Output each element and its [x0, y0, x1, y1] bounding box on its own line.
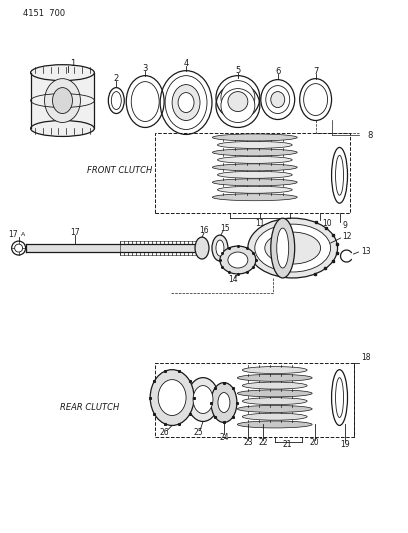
- Text: 17: 17: [71, 228, 80, 237]
- Ellipse shape: [150, 370, 194, 425]
- Ellipse shape: [158, 379, 186, 416]
- Ellipse shape: [237, 390, 312, 397]
- Ellipse shape: [228, 92, 248, 111]
- Ellipse shape: [228, 252, 248, 268]
- Ellipse shape: [265, 232, 321, 264]
- Ellipse shape: [187, 377, 219, 422]
- Text: 21: 21: [283, 440, 293, 449]
- Text: 13: 13: [361, 247, 371, 255]
- Text: 3: 3: [142, 64, 148, 73]
- Ellipse shape: [217, 156, 292, 163]
- Ellipse shape: [111, 92, 121, 110]
- Circle shape: [15, 244, 22, 252]
- Ellipse shape: [242, 367, 307, 374]
- Ellipse shape: [31, 120, 94, 136]
- Bar: [26, 244, 200, 252]
- Ellipse shape: [221, 80, 255, 115]
- Ellipse shape: [242, 382, 307, 389]
- Text: 1: 1: [71, 59, 76, 68]
- Ellipse shape: [178, 93, 194, 112]
- Ellipse shape: [44, 79, 80, 123]
- Text: 22: 22: [258, 438, 268, 447]
- Ellipse shape: [218, 393, 230, 413]
- Text: 7: 7: [313, 67, 318, 76]
- Ellipse shape: [332, 148, 348, 203]
- Text: 23: 23: [243, 438, 253, 447]
- Ellipse shape: [221, 88, 255, 123]
- Ellipse shape: [335, 156, 344, 195]
- Ellipse shape: [335, 377, 344, 417]
- Ellipse shape: [217, 186, 292, 193]
- Text: 10: 10: [323, 219, 332, 228]
- Text: 11: 11: [255, 219, 264, 228]
- Ellipse shape: [172, 85, 200, 120]
- Ellipse shape: [217, 171, 292, 179]
- Ellipse shape: [242, 413, 307, 420]
- Ellipse shape: [277, 228, 289, 268]
- Ellipse shape: [237, 421, 312, 428]
- Ellipse shape: [213, 179, 297, 186]
- Ellipse shape: [212, 235, 228, 261]
- Bar: [155, 133, 350, 213]
- Ellipse shape: [271, 218, 295, 278]
- Text: 24: 24: [219, 433, 229, 442]
- Text: 15: 15: [220, 224, 230, 232]
- Text: 14: 14: [228, 276, 238, 285]
- Text: 20: 20: [310, 438, 319, 447]
- Ellipse shape: [53, 87, 73, 114]
- Text: 8: 8: [368, 131, 373, 140]
- Ellipse shape: [193, 385, 213, 414]
- Ellipse shape: [255, 224, 330, 272]
- Text: A: A: [21, 232, 25, 237]
- Text: 5: 5: [235, 66, 240, 75]
- Ellipse shape: [332, 370, 348, 425]
- Bar: [31, 72, 94, 128]
- Ellipse shape: [213, 134, 297, 141]
- Circle shape: [12, 241, 26, 255]
- Text: 4: 4: [184, 59, 188, 68]
- Bar: [155, 362, 355, 438]
- Ellipse shape: [242, 398, 307, 405]
- Bar: [120, 241, 200, 255]
- Text: 4151  700: 4151 700: [22, 9, 65, 18]
- Ellipse shape: [237, 374, 312, 381]
- Ellipse shape: [165, 76, 207, 130]
- Ellipse shape: [266, 86, 290, 114]
- Text: 17: 17: [9, 230, 18, 239]
- Ellipse shape: [195, 237, 209, 259]
- Ellipse shape: [211, 383, 237, 423]
- Ellipse shape: [216, 240, 224, 256]
- Ellipse shape: [217, 141, 292, 148]
- Text: 6: 6: [275, 67, 280, 76]
- Ellipse shape: [220, 246, 256, 274]
- Text: 25: 25: [193, 428, 203, 437]
- Ellipse shape: [248, 218, 337, 278]
- Ellipse shape: [304, 84, 328, 116]
- Text: REAR CLUTCH: REAR CLUTCH: [60, 403, 120, 412]
- Text: 16: 16: [199, 225, 209, 235]
- Ellipse shape: [213, 149, 297, 156]
- Ellipse shape: [213, 164, 297, 171]
- Text: FRONT CLUTCH: FRONT CLUTCH: [87, 166, 153, 175]
- Text: 2: 2: [114, 74, 119, 83]
- Text: 19: 19: [340, 440, 349, 449]
- Text: 18: 18: [361, 353, 371, 362]
- Ellipse shape: [237, 406, 312, 413]
- Text: 12: 12: [343, 232, 352, 240]
- Ellipse shape: [131, 82, 159, 122]
- Text: 26: 26: [159, 428, 169, 437]
- Ellipse shape: [271, 92, 285, 108]
- Text: 9: 9: [343, 221, 347, 230]
- Ellipse shape: [31, 64, 94, 80]
- Ellipse shape: [213, 194, 297, 201]
